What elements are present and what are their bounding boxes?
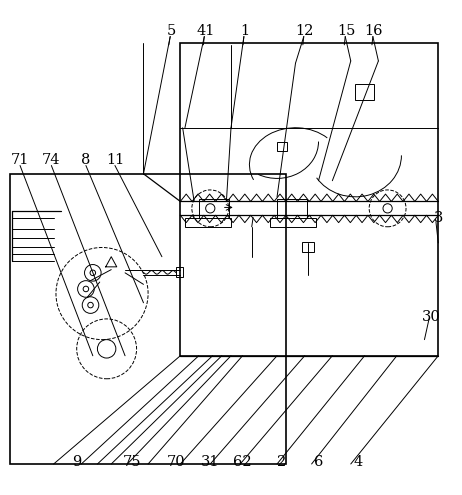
Bar xyxy=(277,199,307,218)
Text: 12: 12 xyxy=(296,24,314,38)
Bar xyxy=(176,267,182,277)
Text: 15: 15 xyxy=(337,24,355,38)
Bar xyxy=(355,84,374,100)
Text: 30: 30 xyxy=(422,309,441,324)
Bar xyxy=(185,218,231,227)
Text: 5: 5 xyxy=(166,24,176,38)
Text: 8: 8 xyxy=(81,153,91,167)
Text: 75: 75 xyxy=(123,455,141,469)
Text: 4: 4 xyxy=(353,455,362,469)
Text: 1: 1 xyxy=(240,24,249,38)
Bar xyxy=(10,174,286,464)
Text: 41: 41 xyxy=(196,24,215,38)
Text: 11: 11 xyxy=(106,153,124,167)
Text: 62: 62 xyxy=(233,455,252,469)
Text: 70: 70 xyxy=(166,455,185,469)
Bar xyxy=(180,43,438,356)
Text: 2: 2 xyxy=(277,455,286,469)
Bar xyxy=(199,199,229,218)
Bar xyxy=(303,242,314,252)
Text: 9: 9 xyxy=(72,455,81,469)
Text: 74: 74 xyxy=(42,153,61,167)
Bar xyxy=(270,218,316,227)
Text: 3: 3 xyxy=(434,210,443,225)
Text: 16: 16 xyxy=(365,24,383,38)
Bar xyxy=(277,142,287,151)
Text: 31: 31 xyxy=(201,455,219,469)
Text: 6: 6 xyxy=(314,455,323,469)
Text: 71: 71 xyxy=(11,153,29,167)
